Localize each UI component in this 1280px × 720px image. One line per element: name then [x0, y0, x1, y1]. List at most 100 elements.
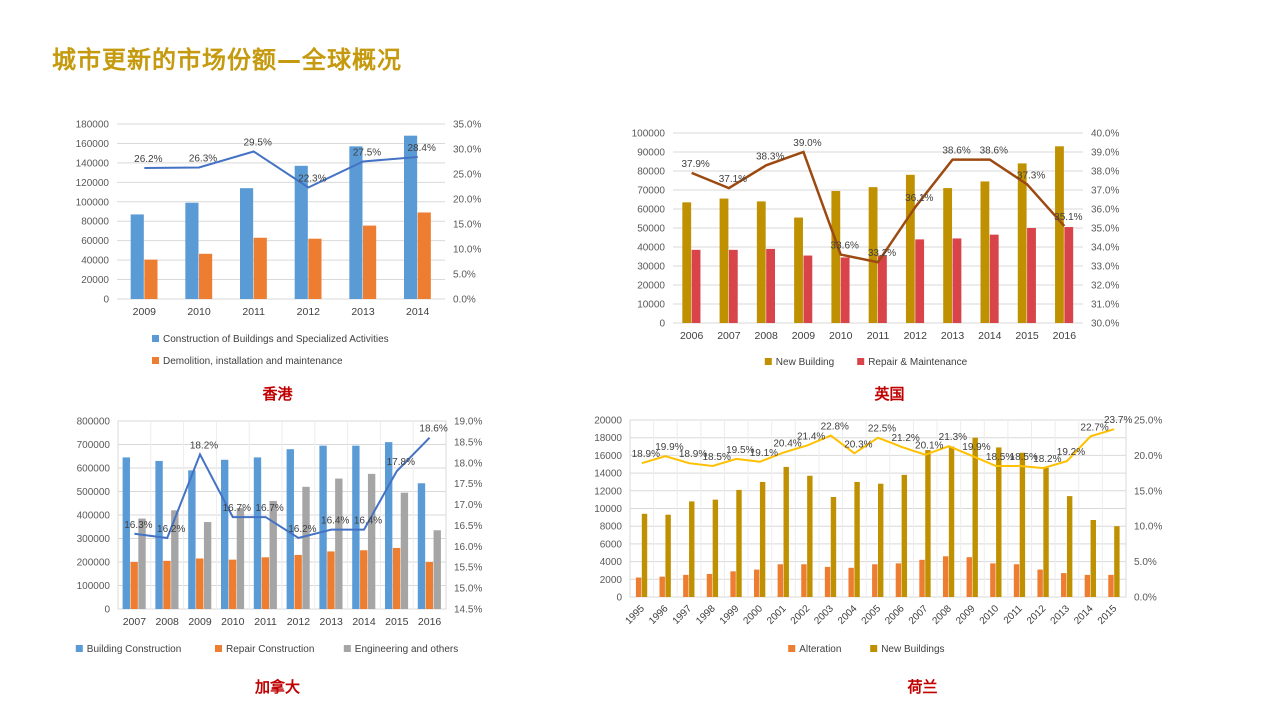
x-tick-label: 2011	[254, 616, 277, 628]
y2-tick-label: 34.0%	[1091, 243, 1119, 254]
y-tick-label: 10000	[594, 504, 622, 515]
x-tick-label: 2012	[287, 616, 311, 628]
y-tick-label: 16000	[594, 451, 622, 462]
y2-tick-label: 30.0%	[453, 145, 481, 156]
bar-canada-s1-2016	[425, 562, 434, 609]
y-tick-label: 0	[104, 605, 110, 616]
x-tick-label: 2013	[320, 616, 344, 628]
chart-hongkong: 0 20000 40000 60000 80000 100000 120000 140000 1…	[60, 112, 500, 377]
bar-uk-s1-2014	[989, 234, 999, 323]
bar-canada-s1-2009	[196, 558, 204, 609]
line-data-label: 28.4%	[407, 143, 435, 154]
legend-swatch	[857, 358, 865, 365]
line-data-label: 37.1%	[719, 174, 747, 185]
line-data-label: 29.5%	[243, 138, 271, 149]
chart-netherlands: 0 2000 4000 6000 8000 10000 12000 14000 16000 180…	[590, 410, 1180, 668]
bar-netherlands-s1-2012	[1043, 467, 1049, 597]
y2-tick-label: 18.0%	[454, 458, 482, 469]
x-tick-label: 2014	[352, 616, 376, 628]
line-data-label: 37.9%	[681, 159, 709, 170]
y2-tick-label: 31.0%	[1091, 300, 1119, 311]
y-tick-label: 14000	[594, 469, 622, 480]
bar-netherlands-s1-2005	[878, 483, 884, 597]
bar-netherlands-s0-1999	[730, 571, 736, 597]
bar-netherlands-s1-2004	[854, 481, 860, 597]
y2-tick-label: 14.5%	[454, 605, 482, 616]
bar-uk-s0-2006	[682, 202, 692, 323]
x-tick-label: 1996	[647, 603, 671, 627]
line-data-label: 39.0%	[793, 138, 821, 149]
y2-tick-label: 35.0%	[453, 120, 481, 131]
line-data-label: 38.3%	[756, 151, 784, 162]
bar-canada-s0-2016	[417, 483, 426, 609]
bar-netherlands-s1-2013	[1066, 496, 1073, 597]
bar-canada-s1-2015	[392, 547, 401, 609]
y-tick-label: 0	[616, 593, 622, 604]
x-tick-label: 2012	[297, 306, 321, 318]
bar-hongkong-s0-2010	[185, 202, 199, 299]
bar-uk-s1-2012	[915, 239, 925, 323]
legend-swatch	[343, 645, 351, 652]
bar-netherlands-s0-1995	[635, 577, 642, 597]
line-data-label: 20.3%	[844, 439, 872, 450]
bar-uk-s1-2011	[878, 255, 887, 323]
chart-uk: 0 10000 20000 30000 40000 50000 60000 70000 8000…	[615, 122, 1125, 380]
y-tick-label: 18000	[594, 433, 622, 444]
page-title: 城市更新的市场份额—全球概况	[52, 46, 402, 74]
x-tick-label: 1997	[671, 603, 695, 627]
line-data-label: 26.2%	[134, 154, 162, 165]
x-tick-label: 2016	[418, 616, 442, 628]
x-tick-label: 2010	[221, 616, 245, 628]
chart-canada: 0 100000 200000 300000 400000 500000 600000 700…	[60, 410, 500, 668]
chart-canada-caption: 加拿大	[254, 678, 300, 696]
bar-canada-s1-2013	[327, 551, 335, 609]
share-line	[144, 150, 418, 189]
y2-tick-label: 16.0%	[454, 542, 482, 553]
y2-tick-label: 0.0%	[453, 295, 476, 306]
line-data-label: 18.2%	[1033, 454, 1061, 465]
x-tick-label: 2011	[867, 330, 890, 342]
share-line	[691, 150, 1066, 264]
x-tick-label: 2013	[351, 306, 375, 318]
bar-netherlands-s1-2000	[759, 481, 766, 597]
line-data-label: 16.7%	[255, 503, 283, 514]
legend-swatch	[215, 645, 222, 652]
bar-netherlands-s0-2000	[754, 569, 760, 597]
legend-swatch	[75, 645, 83, 652]
y-tick-label: 70000	[637, 186, 665, 197]
chart-uk-svg: 0 10000 20000 30000 40000 50000 60000 70000 8000…	[632, 129, 1120, 369]
y2-tick-label: 35.0%	[1091, 224, 1119, 235]
bar-canada-s2-2008	[171, 510, 179, 609]
bar-netherlands-s1-2008	[948, 446, 955, 597]
bar-canada-s0-2009	[188, 470, 196, 609]
x-tick-label: 2009	[133, 306, 157, 318]
y-tick-label: 80000	[637, 167, 665, 178]
y-tick-label: 20000	[637, 281, 665, 292]
y-tick-label: 800000	[77, 417, 111, 428]
line-data-label: 20.1%	[915, 441, 943, 452]
bar-hongkong-s0-2013	[349, 146, 363, 299]
x-tick-label: 2004	[836, 603, 860, 627]
y-tick-label: 4000	[600, 557, 623, 568]
bar-netherlands-s1-1997	[689, 501, 695, 597]
y2-tick-label: 30.0%	[1091, 319, 1119, 330]
bar-hongkong-s1-2013	[363, 225, 377, 299]
legend-label: Repair Construction	[226, 644, 314, 655]
bar-canada-s1-2008	[163, 560, 171, 609]
y-tick-label: 8000	[600, 522, 623, 533]
x-tick-label: 2008	[755, 330, 779, 342]
line-data-label: 18.9%	[632, 449, 660, 460]
bar-uk-s0-2012	[905, 174, 915, 323]
y-tick-label: 120000	[76, 178, 110, 189]
line-data-label: 21.4%	[797, 431, 825, 442]
bar-netherlands-s1-1995	[641, 513, 648, 597]
line-data-label: 19.5%	[726, 445, 754, 456]
bar-hongkong-s0-2009	[130, 214, 144, 299]
y-tick-label: 60000	[81, 236, 109, 247]
y-tick-label: 180000	[76, 120, 110, 131]
y-tick-label: 100000	[77, 581, 111, 592]
y2-tick-label: 25.0%	[453, 170, 481, 181]
bar-uk-s1-2009	[803, 255, 813, 323]
line-data-label: 21.3%	[939, 432, 967, 443]
y-tick-label: 20000	[81, 275, 109, 286]
